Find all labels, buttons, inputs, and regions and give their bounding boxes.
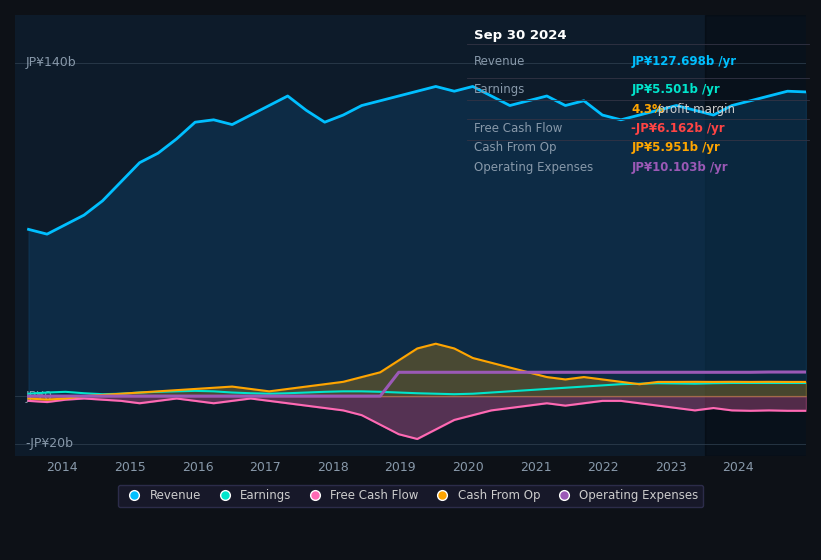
Bar [704, 15, 821, 456]
Text: Free Cash Flow: Free Cash Flow [475, 122, 562, 135]
Text: Earnings: Earnings [475, 83, 525, 96]
Text: JP¥5.951b /yr: JP¥5.951b /yr [631, 141, 720, 154]
Text: -JP¥20b: -JP¥20b [25, 437, 73, 450]
Text: JP¥10.103b /yr: JP¥10.103b /yr [631, 161, 728, 174]
Text: 4.3%: 4.3% [631, 104, 664, 116]
Text: Revenue: Revenue [475, 55, 525, 68]
Text: Cash From Op: Cash From Op [475, 141, 557, 154]
Text: -JP¥6.162b /yr: -JP¥6.162b /yr [631, 122, 725, 135]
Text: profit margin: profit margin [654, 104, 735, 116]
Text: JP¥140b: JP¥140b [25, 56, 76, 69]
Legend: Revenue, Earnings, Free Cash Flow, Cash From Op, Operating Expenses: Revenue, Earnings, Free Cash Flow, Cash … [118, 484, 703, 507]
Text: JP¥0: JP¥0 [25, 390, 53, 403]
Text: JP¥127.698b /yr: JP¥127.698b /yr [631, 55, 736, 68]
Text: JP¥5.501b /yr: JP¥5.501b /yr [631, 83, 720, 96]
Text: Operating Expenses: Operating Expenses [475, 161, 594, 174]
Text: Sep 30 2024: Sep 30 2024 [475, 29, 567, 42]
